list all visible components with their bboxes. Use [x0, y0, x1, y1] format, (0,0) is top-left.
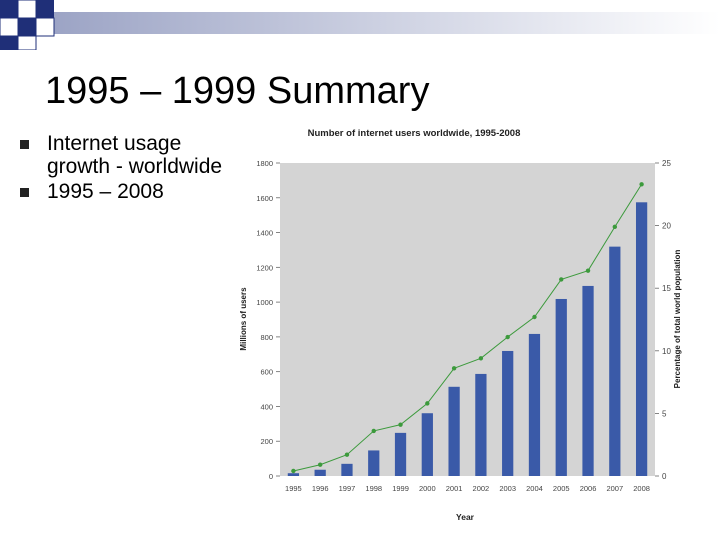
decorative-header-squares: [0, 0, 720, 50]
bullet-item: 1995 – 2008: [20, 180, 240, 203]
line-point: [291, 468, 296, 474]
bar: [368, 450, 380, 476]
bullet-item: Internet usage growth - worldwide: [20, 132, 240, 178]
x-tick-label: 2001: [446, 484, 463, 493]
x-tick-label: 2008: [633, 484, 650, 493]
bullet-square-icon: [20, 140, 29, 149]
line-point: [398, 422, 403, 427]
x-tick-label: 2007: [606, 484, 623, 493]
line-point: [371, 428, 376, 434]
y-tick-label: 1000: [256, 298, 273, 307]
bar: [635, 202, 648, 476]
x-tick-label: 1997: [339, 484, 356, 493]
y2-tick-label: 15: [662, 284, 671, 293]
bar: [421, 413, 433, 476]
y2-axis-label: Percentage of total world population: [673, 250, 682, 389]
y-tick-label: 600: [260, 368, 273, 377]
y-tick-label: 200: [260, 437, 273, 446]
y-tick-label: 400: [260, 402, 273, 411]
line-point: [317, 462, 323, 467]
y2-tick-label: 5: [662, 409, 667, 418]
plot-area: [280, 163, 655, 476]
x-tick-label: 2004: [526, 484, 543, 493]
line-point: [451, 366, 457, 371]
line-point: [478, 356, 484, 361]
x-tick-label: 2006: [580, 484, 597, 493]
bar: [341, 463, 353, 476]
line-point: [532, 314, 537, 320]
bar: [582, 285, 594, 476]
x-axis-label: Year: [456, 512, 475, 522]
y-tick-label: 1800: [256, 159, 273, 168]
y-tick-label: 1200: [256, 263, 273, 272]
slide-title: 1995 – 1999 Summary: [45, 70, 430, 112]
bullet-text: Internet usage growth - worldwide: [47, 132, 223, 178]
bar: [555, 298, 567, 476]
line-point: [425, 401, 430, 406]
y2-tick-label: 0: [662, 472, 667, 481]
bullet-square-icon: [20, 188, 29, 197]
y-tick-label: 0: [269, 472, 273, 481]
x-tick-label: 2002: [473, 484, 490, 493]
y-tick-label: 1600: [256, 194, 273, 203]
x-tick-label: 1996: [312, 484, 329, 493]
bar: [609, 246, 621, 476]
bar: [287, 473, 300, 476]
population-share-line: [293, 184, 643, 472]
line-point: [639, 182, 644, 187]
y2-tick-label: 10: [662, 347, 671, 356]
bullet-text: 1995 – 2008: [47, 180, 164, 203]
y-tick-label: 1400: [256, 229, 273, 238]
chart-title: Number of internet users worldwide, 1995…: [308, 128, 521, 139]
y2-tick-label: 20: [662, 222, 671, 231]
bar: [528, 333, 541, 476]
line-point: [344, 452, 350, 457]
bar: [448, 386, 460, 476]
x-tick-label: 1999: [392, 484, 409, 493]
bar: [314, 469, 326, 476]
x-tick-label: 1998: [365, 484, 382, 493]
bar: [475, 373, 487, 476]
y2-tick-label: 25: [662, 159, 671, 168]
x-tick-label: 2005: [553, 484, 570, 493]
bullet-list: Internet usage growth - worldwide 1995 –…: [20, 132, 240, 205]
line-point: [585, 268, 591, 273]
line-point: [505, 334, 510, 340]
line-point: [559, 277, 564, 282]
line-point: [612, 224, 618, 230]
internet-users-chart: Number of internet users worldwide, 1995…: [239, 128, 682, 522]
y-axis-label: Millions of users: [239, 287, 248, 351]
y-tick-label: 800: [260, 333, 273, 342]
bar: [394, 432, 407, 476]
x-tick-label: 1995: [285, 484, 302, 493]
x-tick-label: 2003: [499, 484, 516, 493]
x-tick-label: 2000: [419, 484, 436, 493]
bar: [502, 350, 514, 476]
